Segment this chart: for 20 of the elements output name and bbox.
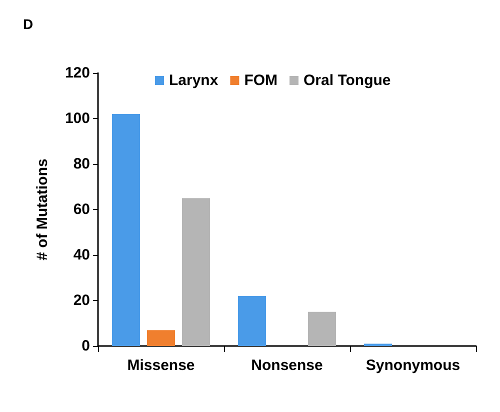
bar	[112, 114, 140, 346]
y-tick-label: 80	[73, 156, 90, 172]
bar	[147, 330, 175, 346]
chart-title: D	[23, 16, 34, 32]
y-tick-label: 40	[73, 246, 90, 264]
y-axis-title: # of Mutations	[34, 158, 51, 260]
x-tick-label: Synonymous	[366, 357, 460, 374]
y-tick-label: 20	[73, 292, 90, 309]
legend-label: Larynx	[169, 72, 219, 89]
bar	[308, 312, 336, 346]
bar	[238, 296, 266, 346]
y-tick-label: 60	[73, 201, 90, 218]
legend-label: FOM	[244, 72, 278, 89]
bar	[182, 198, 210, 346]
x-tick-label: Nonsense	[251, 357, 323, 374]
y-tick-label: 100	[64, 110, 90, 127]
x-tick-label: Missense	[127, 357, 195, 374]
legend-label: Oral Tongue	[304, 72, 391, 89]
y-tick-label: 120	[64, 64, 90, 82]
y-tick-label: 0	[82, 338, 90, 354]
